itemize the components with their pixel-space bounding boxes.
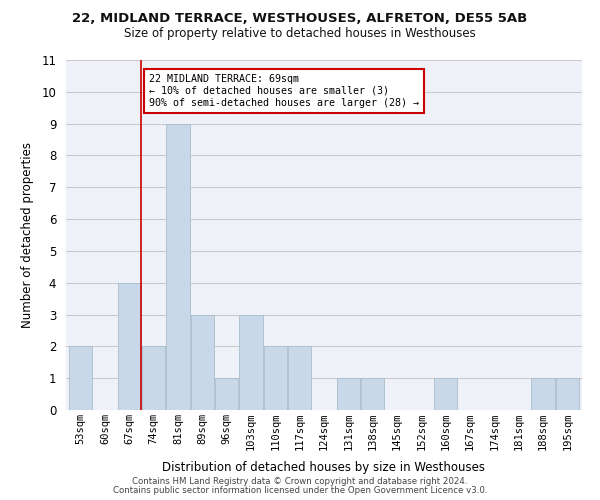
Bar: [361, 378, 384, 410]
Text: Contains HM Land Registry data © Crown copyright and database right 2024.: Contains HM Land Registry data © Crown c…: [132, 477, 468, 486]
Y-axis label: Number of detached properties: Number of detached properties: [22, 142, 34, 328]
Bar: [288, 346, 311, 410]
Bar: [69, 346, 92, 410]
Bar: [264, 346, 287, 410]
Bar: [337, 378, 360, 410]
Bar: [434, 378, 457, 410]
Text: 22, MIDLAND TERRACE, WESTHOUSES, ALFRETON, DE55 5AB: 22, MIDLAND TERRACE, WESTHOUSES, ALFRETO…: [73, 12, 527, 26]
Bar: [215, 378, 238, 410]
Text: Size of property relative to detached houses in Westhouses: Size of property relative to detached ho…: [124, 28, 476, 40]
Bar: [118, 282, 141, 410]
Bar: [556, 378, 579, 410]
Text: 22 MIDLAND TERRACE: 69sqm
← 10% of detached houses are smaller (3)
90% of semi-d: 22 MIDLAND TERRACE: 69sqm ← 10% of detac…: [149, 74, 419, 108]
Bar: [142, 346, 165, 410]
X-axis label: Distribution of detached houses by size in Westhouses: Distribution of detached houses by size …: [163, 462, 485, 474]
Bar: [166, 124, 190, 410]
Bar: [239, 314, 263, 410]
Bar: [532, 378, 554, 410]
Bar: [191, 314, 214, 410]
Text: Contains public sector information licensed under the Open Government Licence v3: Contains public sector information licen…: [113, 486, 487, 495]
